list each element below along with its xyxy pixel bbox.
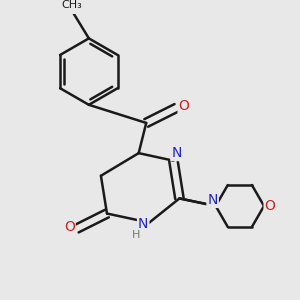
Text: O: O: [178, 99, 189, 113]
Text: N: N: [208, 193, 218, 207]
Text: N: N: [138, 217, 148, 231]
Text: CH₃: CH₃: [62, 0, 82, 11]
Text: H: H: [131, 230, 140, 240]
Text: N: N: [171, 146, 182, 160]
Text: O: O: [265, 199, 275, 213]
Text: O: O: [64, 220, 75, 234]
